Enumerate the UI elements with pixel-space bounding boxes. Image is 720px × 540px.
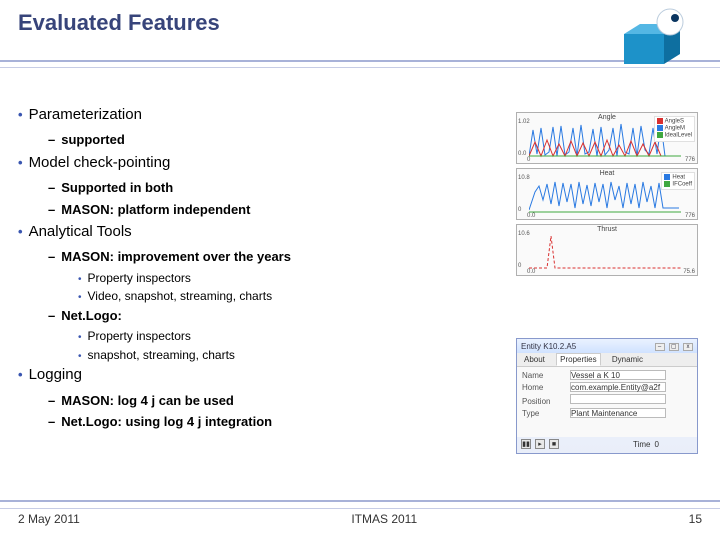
footer-line (0, 500, 720, 502)
bullet-model-checkpointing: •Model check-pointing (18, 153, 458, 173)
chart-panel: Angle 1.02 0.0 0 776 AngleSAngleMIdealLe… (516, 112, 698, 280)
pos-field[interactable] (570, 394, 666, 404)
chart-thrust-title: Thrust (517, 226, 697, 233)
chart-thrust: Thrust 10.6 0 0.0 75.6 (516, 224, 698, 276)
bullet-logging: •Logging (18, 365, 458, 385)
chart-heat-svg (529, 178, 681, 214)
sub-supported: –supported (48, 131, 458, 149)
title-wrap: Evaluated Features (18, 10, 220, 36)
home-label: Home (522, 383, 570, 392)
chart-heat-legend: HeatIFCoeff (661, 172, 695, 190)
bullet-parameterization: •Parameterization (18, 105, 458, 125)
chart-thrust-svg (529, 234, 681, 270)
pos-label: Position (522, 397, 570, 406)
sub-supported-both: –Supported in both (48, 179, 458, 197)
propwin-title: Entity K10.2.A5 (521, 342, 576, 351)
subsub-prop-insp2: •Property inspectors (78, 328, 458, 345)
stop-button[interactable]: ■ (549, 439, 559, 449)
chart-angle: Angle 1.02 0.0 0 776 AngleSAngleMIdealLe… (516, 112, 698, 164)
propwin-titlebar: Entity K10.2.A5 – ▢ x (517, 339, 697, 353)
content: •Parameterization –supported •Model chec… (18, 105, 458, 435)
chart-angle-legend: AngleSAngleMIdealLevel (654, 116, 695, 142)
subsub-video: •Video, snapshot, streaming, charts (78, 288, 458, 305)
time-value: 0 (654, 440, 658, 449)
min-button[interactable]: – (655, 343, 665, 351)
tab-dynamic[interactable]: Dynamic (609, 354, 646, 365)
name-label: Name (522, 371, 570, 380)
sub-mason-improve: –MASON: improvement over the years (48, 248, 458, 266)
propwin-tabs: About Properties Dynamic (517, 353, 697, 367)
footer-line (0, 508, 720, 509)
footer-page: 15 (689, 512, 702, 526)
footer-date: 2 May 2011 (18, 512, 80, 526)
property-inspector-window: Entity K10.2.A5 – ▢ x About Properties D… (516, 338, 698, 454)
tab-properties[interactable]: Properties (556, 353, 600, 366)
play-button[interactable]: ▸ (535, 439, 545, 449)
subsub-snapshot: •snapshot, streaming, charts (78, 347, 458, 364)
tab-about[interactable]: About (521, 354, 548, 365)
bullet-analytical-tools: •Analytical Tools (18, 222, 458, 242)
slide-title: Evaluated Features (18, 10, 220, 36)
propwin-body: NameVessel a K 10 Homecom.example.Entity… (517, 367, 697, 437)
type-field[interactable]: Plant Maintenance (570, 408, 666, 418)
sub-netlogo-log4j: –Net.Logo: using log 4 j integration (48, 413, 458, 431)
sub-netlogo: –Net.Logo: (48, 307, 458, 325)
logo (614, 8, 694, 70)
sub-mason-log4j: –MASON: log 4 j can be used (48, 392, 458, 410)
close-button[interactable]: x (683, 343, 693, 351)
home-field[interactable]: com.example.Entity@a2f (570, 382, 666, 392)
name-field[interactable]: Vessel a K 10 (570, 370, 666, 380)
play-controls: ▮▮ ▸ ■ Time 0 (521, 439, 659, 449)
footer: 2 May 2011 ITMAS 2011 15 (18, 512, 702, 526)
slide: Evaluated Features •Parameterization –su… (0, 0, 720, 540)
max-button[interactable]: ▢ (669, 343, 679, 351)
type-label: Type (522, 409, 570, 418)
sub-mason-platform: –MASON: platform independent (48, 201, 458, 219)
subsub-prop-insp1: •Property inspectors (78, 270, 458, 287)
window-buttons: – ▢ x (653, 341, 693, 351)
pause-button[interactable]: ▮▮ (521, 439, 531, 449)
time-label: Time (633, 440, 650, 449)
footer-event: ITMAS 2011 (351, 512, 417, 526)
chart-heat: Heat 10.8 0 0.0 776 HeatIFCoeff (516, 168, 698, 220)
